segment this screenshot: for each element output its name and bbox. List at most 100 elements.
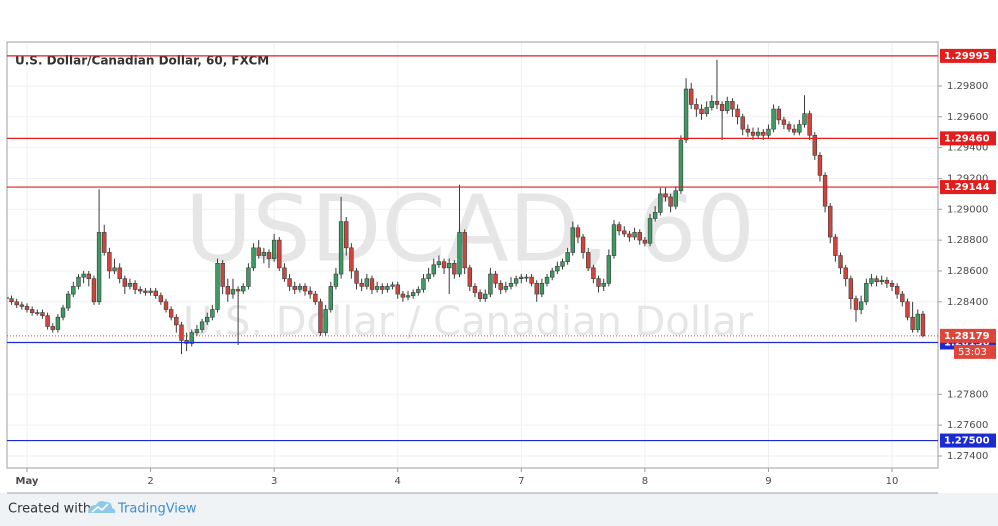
candle-body <box>230 289 236 295</box>
x-tick-label: 2 <box>147 476 153 487</box>
candle-body <box>14 301 19 306</box>
candle-body <box>647 218 653 244</box>
y-tick-label: 1.27400 <box>947 451 988 462</box>
candle-body <box>632 232 637 238</box>
candle-body <box>910 316 915 330</box>
candle-body <box>400 293 406 298</box>
candle-body <box>812 134 817 156</box>
candle-body <box>261 252 267 256</box>
candle-body <box>467 267 473 287</box>
candle-body <box>225 286 231 295</box>
level-tag-box <box>940 48 996 63</box>
chart-title: U.S. Dollar/Canadian Dollar, 60, FXCM <box>15 54 269 68</box>
level-tag-box <box>940 131 996 146</box>
plot <box>7 59 926 355</box>
candle-body <box>91 278 97 303</box>
candle-body <box>24 306 30 310</box>
candle-body <box>869 278 874 284</box>
candle-body <box>338 221 344 275</box>
candle-body <box>843 267 848 279</box>
candle-body <box>730 101 735 110</box>
candle-body <box>725 101 730 111</box>
candle-body <box>714 101 720 105</box>
candle-body <box>694 104 699 110</box>
y-tick-label: 1.28400 <box>947 297 988 308</box>
candle-body <box>436 261 442 266</box>
candle-body <box>380 286 385 290</box>
candle-body <box>302 286 308 292</box>
candle-body <box>241 286 246 292</box>
candle-body <box>323 309 328 333</box>
candle-body <box>575 227 581 238</box>
candle-body <box>35 312 40 314</box>
footer-brand[interactable]: TradingView <box>117 502 197 517</box>
candle-body <box>560 261 565 267</box>
candle-body <box>786 124 792 130</box>
candle-body <box>297 286 303 290</box>
candle-body <box>40 312 45 316</box>
candle-body <box>591 267 596 279</box>
candle-body <box>374 286 380 290</box>
grid <box>7 42 938 468</box>
candle-body <box>102 232 107 253</box>
candle-body <box>544 276 550 284</box>
candle-body <box>822 175 828 207</box>
last-price-tag-box <box>940 328 996 343</box>
candle-body <box>45 315 50 327</box>
candle-body <box>637 232 642 241</box>
candle-body <box>328 286 333 310</box>
candle-body <box>318 301 323 333</box>
candle-body <box>416 289 421 293</box>
candle-body <box>9 298 14 303</box>
y-tick-label: 1.29600 <box>947 112 988 123</box>
candle-body <box>277 239 282 269</box>
candle-body <box>874 278 879 283</box>
candle-body <box>359 282 364 287</box>
candle-body <box>652 212 658 219</box>
y-tick-label: 1.29000 <box>947 204 988 215</box>
candle-body <box>215 262 220 310</box>
candle-body <box>776 108 781 121</box>
candle-body <box>894 286 900 295</box>
x-tick-label: 4 <box>395 476 401 487</box>
candle-body <box>683 88 689 141</box>
candle-body <box>333 273 339 287</box>
candle-body <box>658 193 663 213</box>
candle-body <box>642 239 648 244</box>
level-tag-label: 1.29460 <box>944 133 990 144</box>
candle-body <box>19 304 25 307</box>
x-tick-label: 10 <box>886 476 899 487</box>
candle-body <box>431 264 436 275</box>
candle-body <box>194 329 200 333</box>
logo <box>88 501 116 513</box>
candle-body <box>271 239 277 259</box>
candle-body <box>709 101 715 108</box>
level-tag: 1.27500 <box>940 433 996 448</box>
axis: 1.27400 1.27600 1.27800 1.28400 1.28600 1.288… <box>7 48 996 487</box>
candle-body <box>828 205 833 238</box>
candle-body <box>807 113 812 136</box>
candle-body <box>663 193 668 198</box>
candle-body <box>524 276 529 279</box>
footer-text: Created with <box>8 502 91 517</box>
candle-body <box>251 247 256 269</box>
candle-body <box>50 326 55 330</box>
candle-body <box>122 278 128 287</box>
candle-body <box>364 278 370 287</box>
candle-body <box>174 316 179 326</box>
candle-body <box>158 295 164 303</box>
candle-body <box>755 131 761 136</box>
candle-body <box>199 321 205 330</box>
candle-body <box>205 316 210 323</box>
candle-body <box>570 227 575 253</box>
candle-body <box>287 278 292 287</box>
candle-body <box>817 155 823 176</box>
watermark: U.S. Dollar / Canadian Dollar <box>183 299 754 345</box>
level-tag-label: 1.28136 <box>944 337 990 348</box>
candle-body <box>503 286 509 290</box>
candle-body <box>462 232 467 269</box>
candle-body <box>421 278 426 290</box>
candle-body <box>838 255 843 269</box>
candle-body <box>143 290 148 293</box>
